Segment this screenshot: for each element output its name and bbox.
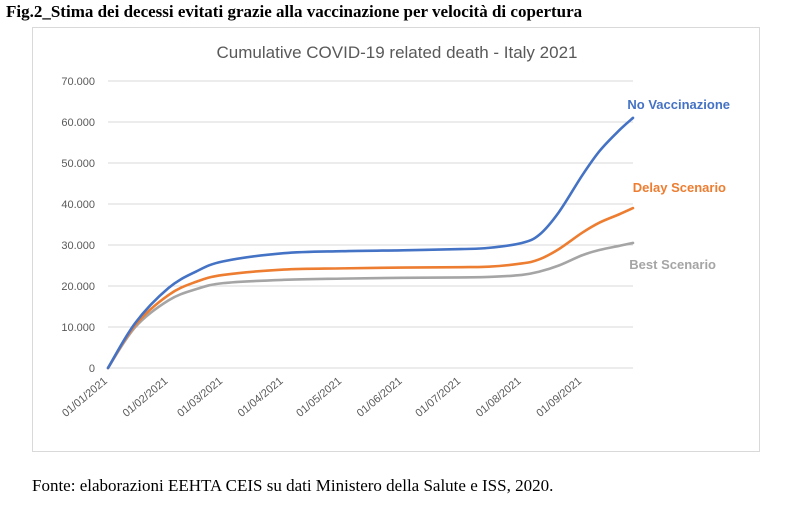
figure-title: Fig.2_Stima dei decessi evitati grazie a… — [6, 2, 583, 21]
chart-frame: Cumulative COVID-19 related death - Ital… — [32, 27, 760, 452]
series-line-delay-scenario — [106, 206, 635, 370]
y-tick-label: 60.000 — [61, 117, 95, 129]
x-tick-label: 01/08/2021 — [474, 375, 524, 420]
series-line-best-scenario — [106, 241, 635, 370]
x-tick-label: 01/04/2021 — [236, 375, 286, 420]
y-tick-label: 10.000 — [61, 322, 95, 334]
series-label-best-scenario: Best Scenario — [629, 257, 716, 272]
x-tick-label: 01/01/2021 — [60, 375, 110, 420]
y-tick-label: 70.000 — [61, 76, 95, 88]
y-tick-label: 50.000 — [61, 158, 95, 170]
y-tick-label: 0 — [89, 363, 95, 375]
series-label-no-vaccinazione: No Vaccinazione — [627, 97, 730, 112]
source-note: Fonte: elaborazioni EEHTA CEIS su dati M… — [32, 476, 554, 495]
x-tick-label: 01/06/2021 — [355, 375, 405, 420]
y-tick-label: 40.000 — [61, 199, 95, 211]
x-tick-label: 01/07/2021 — [413, 375, 463, 420]
y-tick-label: 30.000 — [61, 240, 95, 252]
series-label-delay-scenario: Delay Scenario — [633, 180, 726, 195]
line-chart: Cumulative COVID-19 related death - Ital… — [60, 43, 730, 420]
chart-title: Cumulative COVID-19 related death - Ital… — [217, 43, 578, 62]
series-line-no-vaccinazione — [106, 116, 635, 370]
y-tick-label: 20.000 — [61, 281, 95, 293]
x-tick-label: 01/03/2021 — [175, 375, 225, 420]
x-tick-label: 01/05/2021 — [294, 375, 344, 420]
x-tick-label: 01/09/2021 — [534, 375, 584, 420]
x-tick-label: 01/02/2021 — [121, 375, 171, 420]
